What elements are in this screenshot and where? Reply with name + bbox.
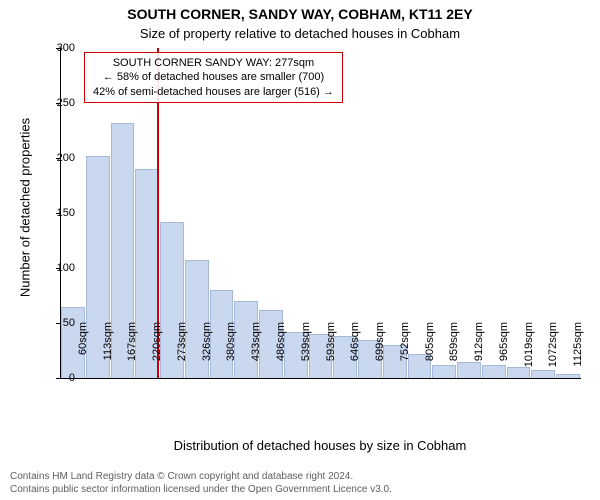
x-tick-label: 1125sqm bbox=[572, 322, 584, 382]
y-tick-label: 250 bbox=[35, 97, 75, 109]
x-tick-label: 593sqm bbox=[325, 322, 337, 382]
footer-line-1: Contains HM Land Registry data © Crown c… bbox=[10, 471, 392, 484]
y-tick-label: 50 bbox=[35, 317, 75, 329]
x-tick-label: 486sqm bbox=[275, 322, 287, 382]
chart-container: SOUTH CORNER, SANDY WAY, COBHAM, KT11 2E… bbox=[0, 0, 600, 500]
y-tick-label: 100 bbox=[35, 262, 75, 274]
x-axis-label: Distribution of detached houses by size … bbox=[60, 438, 580, 453]
x-tick-label: 1019sqm bbox=[523, 322, 535, 382]
y-tick-label: 0 bbox=[35, 372, 75, 384]
footer-line-2: Contains public sector information licen… bbox=[10, 484, 392, 497]
x-tick-label: 273sqm bbox=[176, 322, 188, 382]
x-tick-label: 326sqm bbox=[201, 322, 213, 382]
annotation-line-3: 42% of semi-detached houses are larger (… bbox=[93, 85, 334, 99]
x-tick-label: 859sqm bbox=[448, 322, 460, 382]
x-tick-label: 220sqm bbox=[151, 322, 163, 382]
annotation-line-2: ← 58% of detached houses are smaller (70… bbox=[93, 70, 334, 84]
x-tick-label: 646sqm bbox=[349, 322, 361, 382]
x-tick-label: 60sqm bbox=[77, 322, 89, 382]
footer-attribution: Contains HM Land Registry data © Crown c… bbox=[10, 471, 392, 496]
chart-title-sub: Size of property relative to detached ho… bbox=[0, 26, 600, 41]
x-tick-label: 113sqm bbox=[102, 322, 114, 382]
y-tick-label: 300 bbox=[35, 42, 75, 54]
x-tick-label: 752sqm bbox=[399, 322, 411, 382]
y-tick-label: 200 bbox=[35, 152, 75, 164]
x-tick-label: 965sqm bbox=[498, 322, 510, 382]
x-tick-label: 380sqm bbox=[225, 322, 237, 382]
x-tick-label: 912sqm bbox=[473, 322, 485, 382]
annotation-box: SOUTH CORNER SANDY WAY: 277sqm ← 58% of … bbox=[84, 52, 343, 103]
x-tick-label: 1072sqm bbox=[547, 322, 559, 382]
y-tick-label: 150 bbox=[35, 207, 75, 219]
x-tick-label: 539sqm bbox=[300, 322, 312, 382]
y-axis-label: Number of detached properties bbox=[18, 48, 33, 368]
x-tick-label: 167sqm bbox=[126, 322, 138, 382]
x-tick-label: 805sqm bbox=[424, 322, 436, 382]
x-tick-label: 699sqm bbox=[374, 322, 386, 382]
annotation-line-1: SOUTH CORNER SANDY WAY: 277sqm bbox=[93, 56, 334, 70]
x-tick-label: 433sqm bbox=[250, 322, 262, 382]
chart-title-main: SOUTH CORNER, SANDY WAY, COBHAM, KT11 2E… bbox=[0, 6, 600, 22]
